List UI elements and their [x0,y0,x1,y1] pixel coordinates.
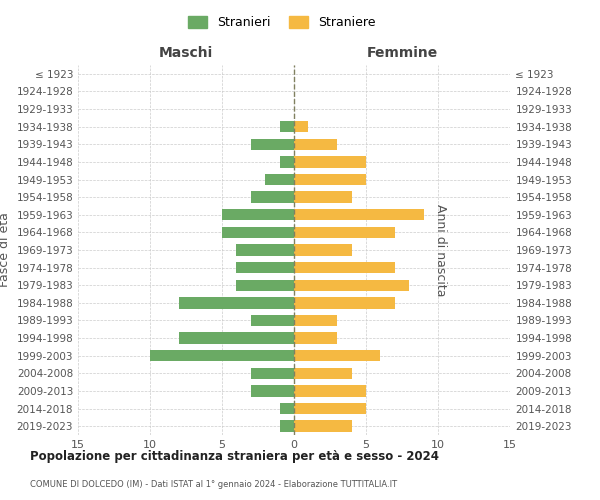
Bar [251,368,294,379]
Bar [251,385,294,396]
Bar [294,403,366,414]
Bar [294,280,409,291]
Bar [222,209,294,220]
Bar [280,156,294,168]
Bar [251,192,294,203]
Bar [294,138,337,150]
Y-axis label: Anni di nascita: Anni di nascita [434,204,446,296]
Bar [280,121,294,132]
Bar [294,209,424,220]
Bar [179,332,294,344]
Bar [179,297,294,308]
Bar [150,350,294,362]
Bar [294,174,366,185]
Legend: Stranieri, Straniere: Stranieri, Straniere [184,11,380,34]
Text: COMUNE DI DOLCEDO (IM) - Dati ISTAT al 1° gennaio 2024 - Elaborazione TUTTITALIA: COMUNE DI DOLCEDO (IM) - Dati ISTAT al 1… [30,480,397,489]
Text: Femmine: Femmine [367,46,437,60]
Bar [294,315,337,326]
Text: Maschi: Maschi [159,46,213,60]
Bar [251,315,294,326]
Bar [280,420,294,432]
Bar [294,297,395,308]
Bar [294,156,366,168]
Bar [294,350,380,362]
Bar [294,262,395,274]
Text: Popolazione per cittadinanza straniera per età e sesso - 2024: Popolazione per cittadinanza straniera p… [30,450,439,463]
Bar [294,226,395,238]
Bar [236,280,294,291]
Bar [265,174,294,185]
Bar [236,244,294,256]
Bar [222,226,294,238]
Bar [294,385,366,396]
Bar [294,192,352,203]
Bar [294,368,352,379]
Bar [251,138,294,150]
Bar [236,262,294,274]
Bar [294,332,337,344]
Bar [294,244,352,256]
Bar [280,403,294,414]
Y-axis label: Fasce di età: Fasce di età [0,212,11,288]
Bar [294,420,352,432]
Bar [294,121,308,132]
